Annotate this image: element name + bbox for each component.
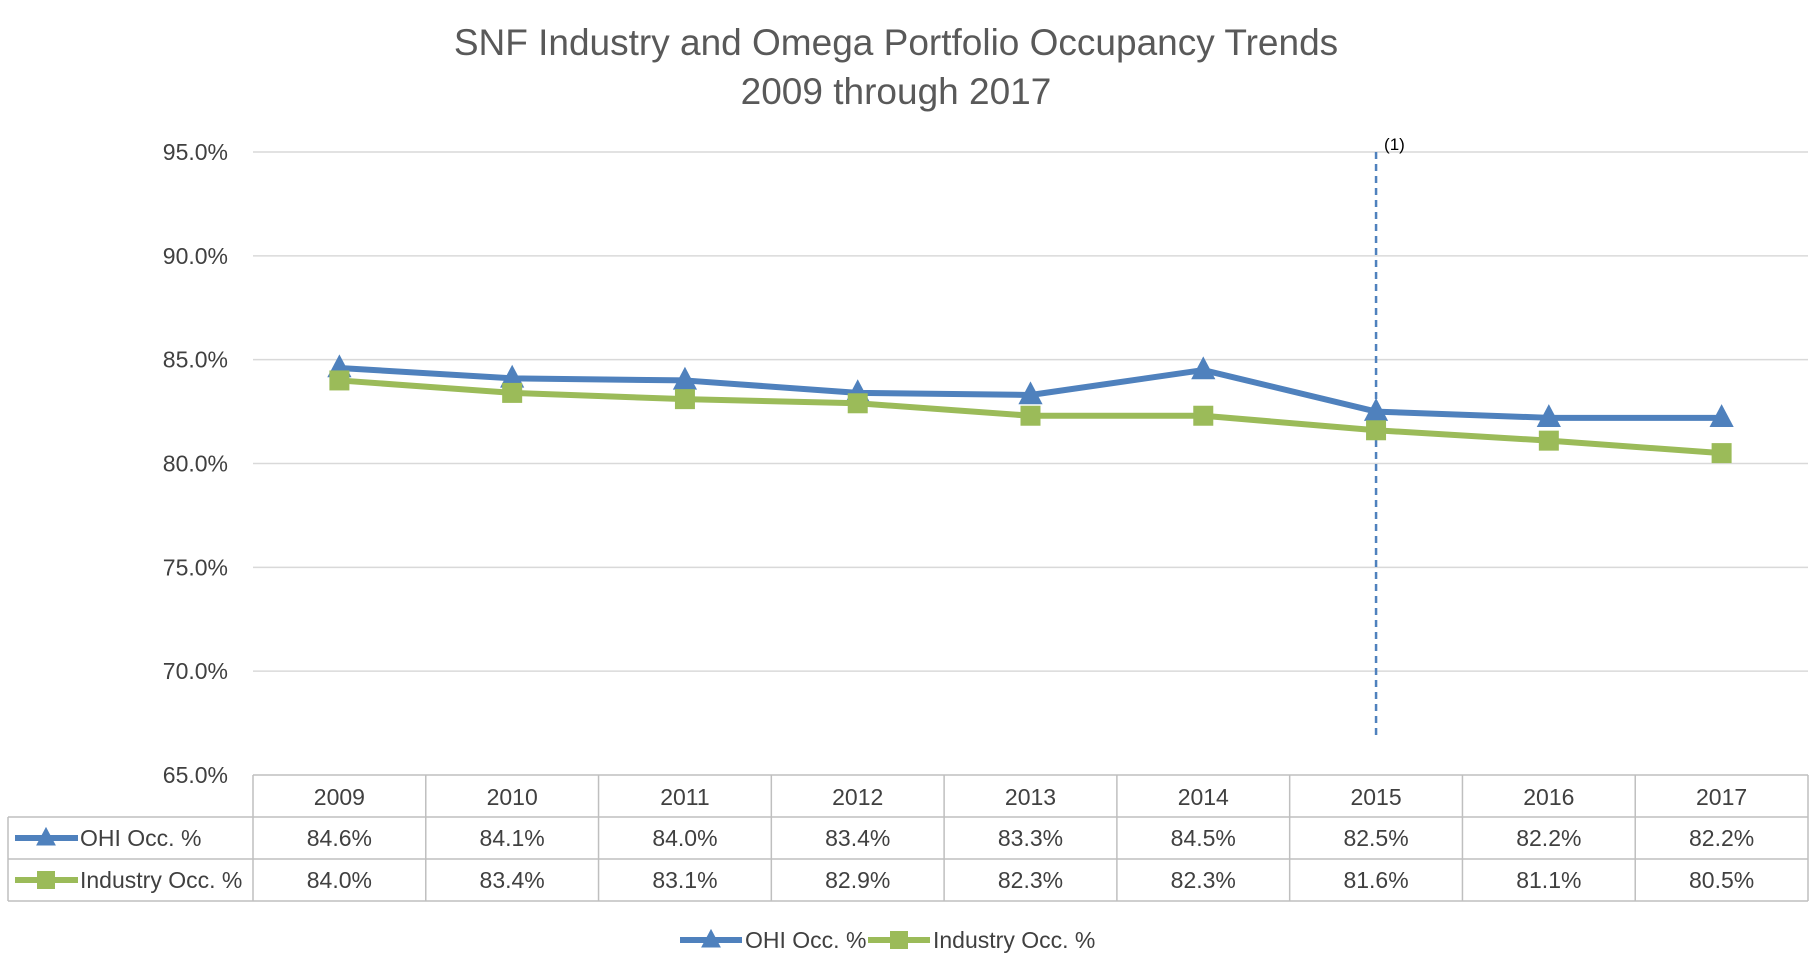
data-point-marker [1191,356,1216,380]
data-point-marker [1711,443,1732,464]
data-value-label: 82.3% [998,867,1063,893]
y-tick-label: 75.0% [163,554,228,580]
data-value-label: 83.1% [652,867,717,893]
gridlines [253,151,1808,672]
y-tick-label: 95.0% [163,139,228,165]
data-value-label: 82.2% [1516,825,1581,851]
data-value-label: 84.5% [1171,825,1236,851]
data-point-marker [1366,420,1387,441]
data-table: 2009 2010 2011 2012 2013 2014 2015 2016 2017 OHI … [7,774,1809,902]
legend-item-industry: Industry Occ. % [868,927,1095,953]
data-value-label: 82.9% [825,867,890,893]
y-tick-label: 70.0% [163,658,228,684]
annotation-label: (1) [1384,135,1405,154]
data-value-label: 84.1% [480,825,545,851]
x-category-label: 2017 [1696,784,1747,810]
data-value-label: 82.3% [1171,867,1236,893]
y-axis-ticks: 95.0% 90.0% 85.0% 80.0% 75.0% 70.0% 65.0% [163,139,228,788]
data-value-label: 82.5% [1343,825,1408,851]
data-value-label: 84.0% [652,825,717,851]
data-point-marker [1536,404,1561,428]
y-tick-label: 65.0% [163,762,228,788]
series-industry [329,370,1732,464]
data-point-marker [1018,381,1043,405]
data-value-label: 83.4% [480,867,545,893]
y-tick-label: 85.0% [163,347,228,373]
table-legend-marker [36,826,56,846]
data-point-marker [502,382,523,403]
x-category-label: 2009 [314,784,365,810]
annotation: (1) [1374,135,1405,740]
data-point-marker [1538,430,1559,451]
chart-title: SNF Industry and Omega Portfolio Occupan… [454,22,1338,63]
data-point-marker [500,364,525,388]
x-category-label: 2012 [832,784,883,810]
data-value-label: 83.3% [998,825,1063,851]
series-name-label: Industry Occ. % [80,867,242,893]
legend-marker [701,928,721,948]
legend: OHI Occ. % Industry Occ. % [680,927,1095,953]
data-value-label: 84.6% [307,825,372,851]
data-value-label: 80.5% [1689,867,1754,893]
series-name-label: OHI Occ. % [80,825,201,851]
x-category-label: 2015 [1350,784,1401,810]
x-category-label: 2011 [660,784,709,810]
data-point-marker [847,393,868,414]
data-point-marker [1193,405,1214,426]
x-category-label: 2016 [1523,784,1574,810]
data-point-marker [674,389,695,410]
x-category-label: 2013 [1005,784,1056,810]
data-value-label: 83.4% [825,825,890,851]
data-value-label: 81.6% [1343,867,1408,893]
series-lines [327,354,1734,464]
data-point-marker [1020,405,1041,426]
data-value-label: 84.0% [307,867,372,893]
data-value-label: 81.1% [1516,867,1581,893]
y-tick-label: 90.0% [163,243,228,269]
legend-label: OHI Occ. % [745,927,866,953]
x-category-label: 2014 [1178,784,1229,810]
x-category-label: 2010 [487,784,538,810]
table-legend-marker [37,871,55,889]
data-value-label: 82.2% [1689,825,1754,851]
data-point-marker [1709,404,1734,428]
data-point-marker [1363,397,1389,421]
legend-marker [890,931,908,949]
chart-subtitle: 2009 through 2017 [741,71,1052,112]
legend-label: Industry Occ. % [933,927,1095,953]
data-point-marker [672,366,698,390]
data-point-marker [329,370,350,391]
y-tick-label: 80.0% [163,451,228,477]
legend-item-ohi: OHI Occ. % [680,927,866,953]
